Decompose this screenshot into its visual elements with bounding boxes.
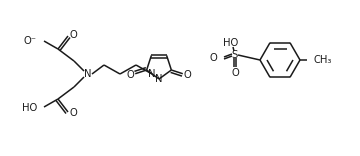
Text: HO: HO (223, 38, 239, 48)
Text: O: O (69, 30, 77, 40)
Text: N: N (84, 69, 92, 79)
Text: N: N (148, 69, 156, 79)
Text: N: N (155, 74, 163, 84)
Text: O⁻: O⁻ (23, 36, 36, 46)
Text: HO: HO (22, 103, 37, 113)
Text: CH₃: CH₃ (314, 55, 332, 65)
Text: O: O (231, 68, 239, 78)
Text: S: S (232, 50, 238, 60)
Text: O: O (69, 108, 77, 118)
Text: O: O (127, 70, 134, 80)
Text: O: O (184, 70, 192, 80)
Text: O: O (209, 53, 217, 63)
